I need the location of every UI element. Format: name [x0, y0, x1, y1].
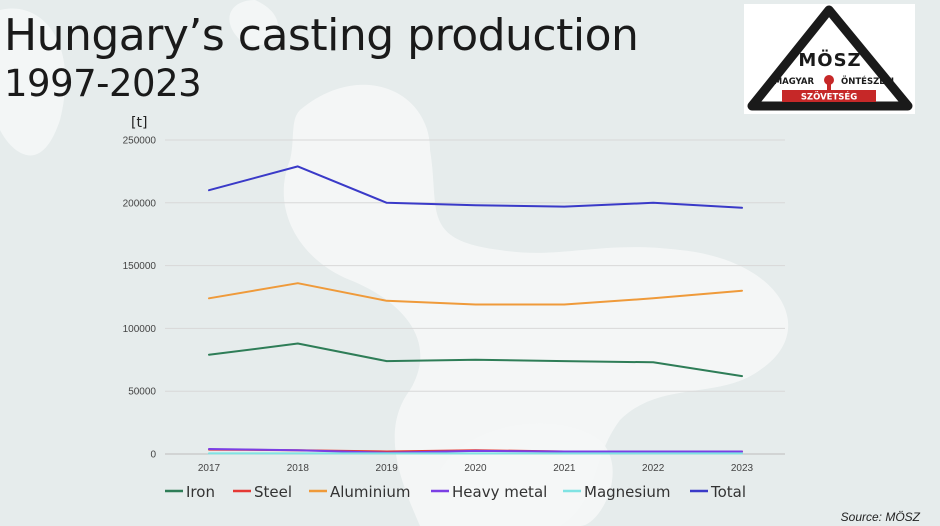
legend-label-aluminium: Aluminium	[330, 483, 411, 501]
legend-label-magnesium: Magnesium	[584, 483, 671, 501]
y-tick-label: 50000	[128, 387, 156, 398]
legend-label-steel: Steel	[254, 483, 292, 501]
x-tick-label: 2021	[553, 463, 576, 474]
mosz-logo: MÖSZ MAGYAR ÖNTÉSZETI SZÖVETSÉG	[744, 4, 915, 114]
x-tick-label: 2020	[464, 463, 487, 474]
logo-red-band	[782, 90, 876, 102]
legend-label-heavy-metal: Heavy metal	[452, 483, 547, 501]
logo-graphic: MÖSZ MAGYAR ÖNTÉSZETI SZÖVETSÉG	[747, 5, 913, 111]
x-tick-label: 2019	[376, 463, 399, 474]
series-line-heavy-metal	[208, 448, 743, 454]
x-tick-label: 2023	[731, 463, 754, 474]
legend-label-iron: Iron	[186, 483, 215, 501]
y-tick-label: 250000	[123, 136, 157, 147]
logo-monogram: MÖSZ	[798, 49, 861, 71]
x-tick-label: 2017	[198, 463, 221, 474]
series-line-aluminium	[208, 282, 743, 306]
y-tick-label: 150000	[123, 261, 157, 272]
y-tick-label: 200000	[123, 198, 157, 209]
y-tick-label: 0	[150, 450, 156, 461]
source-note: Source: MÖSZ	[840, 510, 920, 524]
legend-label-total: Total	[710, 483, 746, 501]
x-tick-label: 2022	[642, 463, 665, 474]
y-tick-label: 100000	[123, 324, 157, 335]
series-line-total	[208, 165, 743, 209]
y-axis-label: [t]	[131, 115, 147, 131]
logo-word-right: ÖNTÉSZETI	[841, 75, 894, 87]
logo-word-left: MAGYAR	[774, 77, 815, 87]
page-title: Hungary’s casting production 1997-2023	[4, 8, 639, 105]
title-line-1: Hungary’s casting production	[4, 10, 639, 61]
x-tick-label: 2018	[287, 463, 310, 474]
title-line-2: 1997-2023	[4, 62, 202, 105]
logo-word-bottom: SZÖVETSÉG	[801, 91, 857, 103]
logo-stem-icon	[827, 80, 831, 90]
series-line-iron	[208, 342, 743, 378]
